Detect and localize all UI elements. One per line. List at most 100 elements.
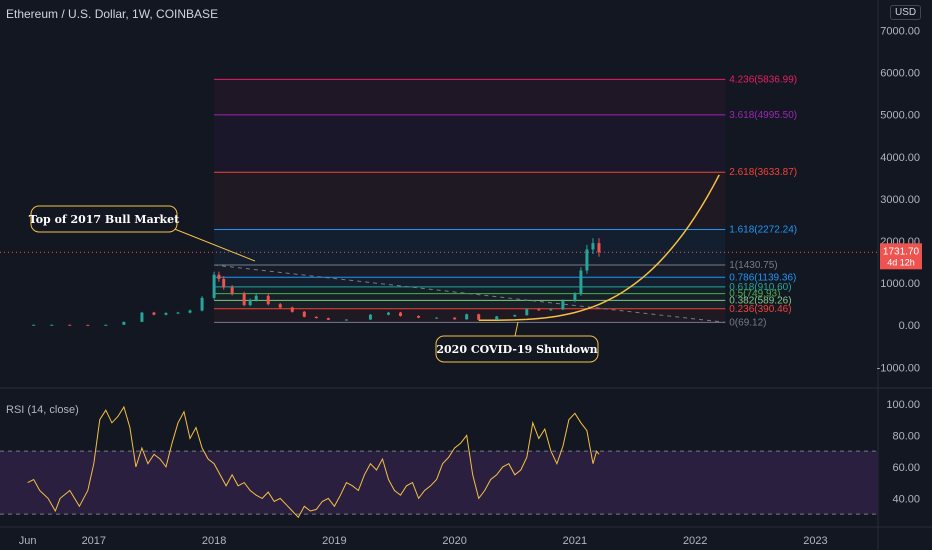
price-tick-label: 3000.00 (880, 194, 920, 206)
callout-box (435, 335, 599, 363)
candle-body (68, 324, 72, 326)
callout-text: Top of 2017 Bull Market (29, 213, 180, 226)
candle-body (140, 312, 144, 322)
candle-body (386, 312, 390, 315)
fib-label: 0.382(589.26) (729, 295, 791, 306)
rsi-tick-label: 40.00 (892, 493, 920, 505)
candle-body (188, 310, 192, 313)
candle-body (86, 324, 90, 326)
price-tick-label: 4000.00 (880, 152, 920, 164)
price-tick-label: 0.00 (899, 320, 920, 332)
candle-body (591, 243, 595, 250)
candle-body (399, 312, 403, 316)
time-tick-label: 2022 (683, 535, 707, 547)
fib-label: 2.618(3633.87) (729, 167, 797, 178)
price-tag-box (880, 243, 922, 270)
candle-body (122, 321, 126, 325)
price-tick-label: 5000.00 (880, 110, 920, 122)
candle-body (477, 314, 481, 320)
parabolic-curve (478, 174, 720, 321)
candle-body (435, 317, 439, 319)
rsi-band (0, 451, 878, 515)
fib-label: 0.5(749.93) (729, 289, 780, 300)
fib-label: 3.618(4995.50) (729, 110, 797, 121)
callout-box (30, 205, 178, 233)
candle-body (164, 313, 168, 315)
fib-label: 1(1430.75) (729, 260, 777, 271)
time-tick-label: 2017 (82, 535, 106, 547)
time-tick-label: 2020 (442, 535, 466, 547)
candle-body (513, 315, 517, 317)
fib-zone (214, 229, 726, 265)
rsi-line (27, 405, 600, 519)
candle-body (465, 314, 469, 320)
candle-body (495, 316, 499, 320)
candle-body (344, 319, 348, 321)
rsi-tick-label: 80.00 (892, 430, 920, 442)
candle-body (242, 293, 246, 306)
candle-body (212, 274, 216, 298)
fib-label: 0.236(390.46) (729, 304, 791, 315)
candle-body (200, 297, 204, 311)
rsi-tick-label: 100.00 (886, 399, 920, 411)
rsi-title: RSI (14, close) (6, 404, 79, 416)
fib-zone (214, 264, 726, 278)
time-tick-label: 2018 (202, 535, 226, 547)
fib-label: 0(69.12) (729, 317, 766, 328)
fib-label: 0.786(1139.36) (729, 272, 796, 283)
candle-body (278, 304, 282, 308)
candle-body (453, 317, 457, 320)
fib-zone (214, 79, 726, 115)
fib-zone (214, 293, 726, 301)
price-tag-value: 1731.70 (883, 246, 920, 257)
candle-body (222, 278, 226, 288)
currency-badge[interactable]: USD (890, 5, 922, 20)
candle-body (290, 307, 294, 312)
candle-body (561, 300, 565, 310)
candle-body (525, 309, 529, 316)
candle-body (248, 299, 252, 306)
candle-body (579, 270, 583, 295)
callout-covid: 2020 COVID-19 Shutdown (435, 321, 599, 363)
candle-body (585, 249, 589, 271)
candle-body (176, 312, 180, 314)
candle-body (314, 316, 318, 319)
fib-zone (214, 114, 726, 173)
candle-body (104, 324, 108, 326)
time-tick-label: 2019 (322, 535, 346, 547)
candle-body (302, 311, 306, 317)
price-tick-label: -1000.00 (877, 362, 920, 374)
callout-pointer (514, 321, 519, 337)
fib-zone (214, 277, 726, 287)
candle-body (573, 294, 577, 301)
fib-label: 1.618(2272.24) (729, 225, 797, 236)
candle-body (266, 295, 270, 305)
rsi-tick-label: 60.00 (892, 462, 920, 474)
candle-body (537, 309, 541, 311)
fib-zone (214, 286, 726, 294)
fib-zone (214, 300, 726, 309)
callout-pointer (171, 227, 256, 262)
time-tick-label: 2023 (803, 535, 827, 547)
chart-title: Ethereum / U.S. Dollar, 1W, COINBASE (6, 7, 219, 21)
fib-zone (214, 308, 726, 323)
fib-zone (214, 172, 726, 230)
fib-label: 0.618(910.60) (729, 282, 791, 293)
candle-body (417, 315, 421, 318)
trend-line (214, 264, 726, 323)
candle-body (597, 243, 601, 253)
candle-body (230, 287, 234, 294)
callout-top-2017: Top of 2017 Bull Market (29, 205, 256, 262)
callout-text: 2020 COVID-19 Shutdown (436, 343, 597, 356)
candle-body (32, 324, 36, 326)
price-tag-countdown: 4d 12h (887, 257, 915, 267)
candle-body (326, 318, 330, 320)
candle-body (50, 324, 54, 326)
price-tick-label: 1000.00 (880, 278, 920, 290)
time-tick-label: Jun (19, 535, 37, 547)
price-tick-label: 7000.00 (880, 25, 920, 37)
candle-body (549, 309, 553, 311)
fib-label: 4.236(5836.99) (729, 74, 797, 85)
